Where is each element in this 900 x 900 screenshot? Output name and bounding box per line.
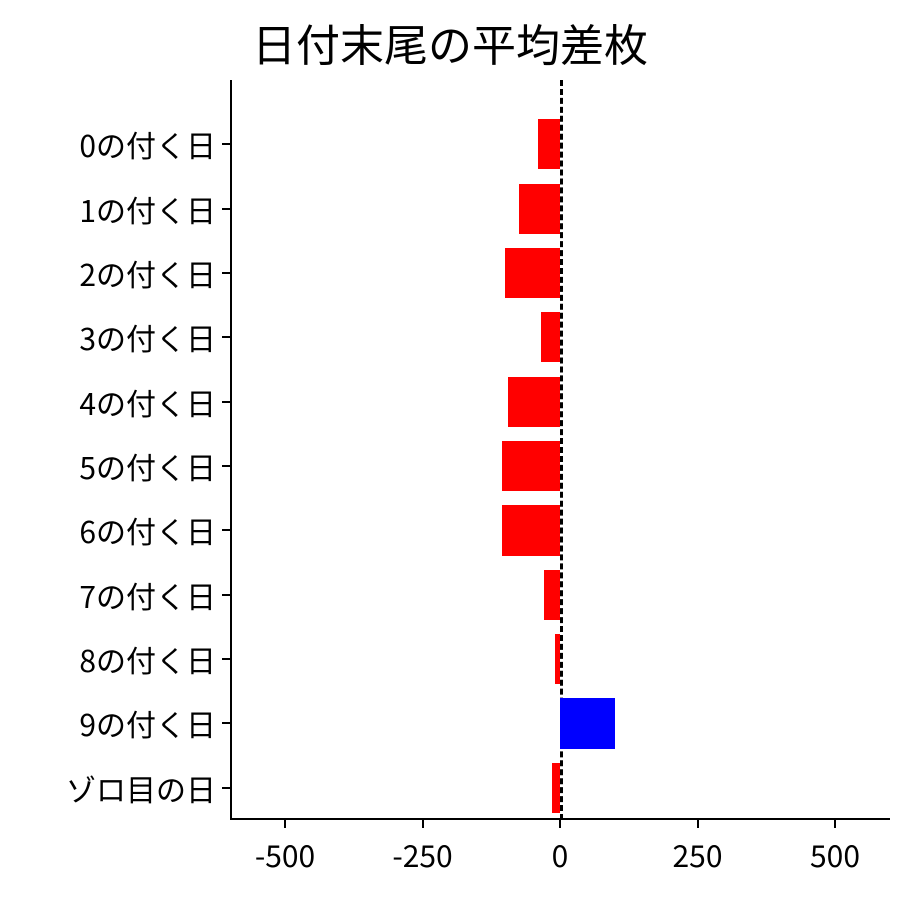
y-tick <box>222 787 230 789</box>
x-axis-label: -250 <box>392 832 452 876</box>
y-tick <box>222 272 230 274</box>
y-axis-label: 3の付く日 <box>79 315 216 359</box>
bar <box>502 441 560 491</box>
plot-area: 0の付く日1の付く日2の付く日3の付く日4の付く日5の付く日6の付く日7の付く日… <box>230 80 890 820</box>
x-tick <box>422 820 424 828</box>
y-tick <box>222 336 230 338</box>
y-axis-label: 0の付く日 <box>79 122 216 166</box>
y-axis-label: 8の付く日 <box>79 637 216 681</box>
y-axis-label: ゾロ目の日 <box>66 766 216 810</box>
y-tick <box>222 722 230 724</box>
y-tick <box>222 658 230 660</box>
y-axis-label: 2の付く日 <box>79 251 216 295</box>
y-tick <box>222 465 230 467</box>
x-axis-label: 500 <box>810 832 860 876</box>
bar <box>555 634 561 684</box>
x-tick <box>559 820 561 828</box>
y-tick <box>222 594 230 596</box>
bar <box>508 377 560 427</box>
bar <box>541 312 560 362</box>
x-axis-label: -500 <box>255 832 315 876</box>
chart-container: 日付末尾の平均差枚 0の付く日1の付く日2の付く日3の付く日4の付く日5の付く日… <box>0 0 900 900</box>
y-tick <box>222 401 230 403</box>
x-tick <box>697 820 699 828</box>
y-axis-label: 6の付く日 <box>79 508 216 552</box>
y-tick <box>222 208 230 210</box>
y-axis-label: 7の付く日 <box>79 573 216 617</box>
bar <box>538 119 560 169</box>
y-axis-label: 9の付く日 <box>79 701 216 745</box>
y-tick <box>222 143 230 145</box>
bar <box>502 505 560 555</box>
bar <box>552 763 560 813</box>
x-axis-label: 250 <box>673 832 723 876</box>
y-axis-spine <box>230 80 232 820</box>
x-tick <box>834 820 836 828</box>
y-tick <box>222 529 230 531</box>
chart-title: 日付末尾の平均差枚 <box>0 10 900 74</box>
x-tick <box>284 820 286 828</box>
bar <box>505 248 560 298</box>
bar <box>560 698 615 748</box>
bar <box>544 570 561 620</box>
y-axis-label: 4の付く日 <box>79 380 216 424</box>
bar <box>519 184 560 234</box>
x-axis-label: 0 <box>552 832 569 876</box>
y-axis-label: 5の付く日 <box>79 444 216 488</box>
y-axis-label: 1の付く日 <box>79 187 216 231</box>
